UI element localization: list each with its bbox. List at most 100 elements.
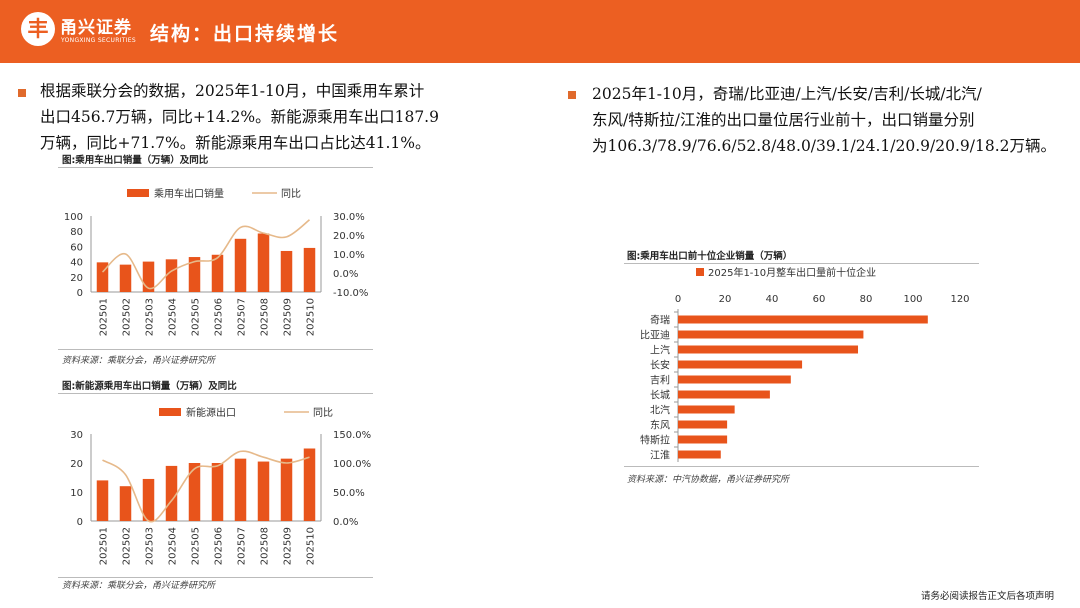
- legend-bar-swatch: [159, 408, 181, 416]
- left-line-1: 根据乘联分会的数据，2025年1-10月，中国乘用车累计: [40, 82, 425, 100]
- x-tick-label: 80: [860, 294, 873, 305]
- y-left-tick-label: 30: [70, 430, 83, 441]
- bar: [142, 478, 155, 521]
- x-tick-label: 202501: [99, 298, 110, 336]
- x-tick-label: 100: [903, 294, 922, 305]
- bar: [678, 450, 721, 459]
- x-tick-label: 202503: [145, 298, 156, 336]
- legend-line-label: 同比: [313, 407, 333, 419]
- x-tick-label: 202505: [191, 298, 202, 336]
- bar: [211, 254, 224, 292]
- chart1-top-rule: [58, 167, 373, 168]
- chart1-caption: 图:乘用车出口销量（万辆）及同比: [62, 155, 209, 166]
- y-left-tick-label: 100: [64, 212, 83, 223]
- y-left-tick-label: 0: [77, 288, 83, 299]
- y-tick-label: 东风: [650, 419, 670, 432]
- bullet-icon: [18, 89, 26, 97]
- x-tick-label: 202509: [283, 298, 294, 336]
- chart2-top-rule: [58, 393, 373, 394]
- page-title: 结构：出口持续增长: [150, 23, 340, 45]
- x-tick-label: 202510: [306, 298, 317, 336]
- y-tick-label: 特斯拉: [640, 434, 670, 447]
- right-line-3: 为106.3/78.9/76.6/52.8/48.0/39.1/24.1/20.…: [592, 137, 1056, 155]
- y-tick-label: 上汽: [650, 344, 670, 357]
- bar: [678, 435, 728, 444]
- x-tick-label: 120: [950, 294, 969, 305]
- y-right-tick-label: 30.0%: [333, 212, 365, 223]
- bar: [165, 259, 178, 292]
- left-line-2: 出口456.7万辆，同比+14.2%。新能源乘用车出口187.9: [40, 108, 439, 126]
- y-tick-label: 长城: [650, 390, 670, 402]
- bar: [96, 480, 109, 521]
- bar: [165, 465, 178, 521]
- legend-line-label: 同比: [281, 188, 301, 200]
- legend-bar-swatch: [127, 189, 149, 197]
- bar: [678, 315, 928, 324]
- bar: [142, 261, 155, 292]
- chart3-caption: 图:乘用车出口前十位企业销量（万辆）: [627, 251, 793, 262]
- y-tick-label: 长安: [650, 359, 670, 372]
- bar: [96, 262, 109, 292]
- chart1-export-volume: 乘用车出口销量 同比 0 20 40 60 80 100 -10.0% 0.0% 10.0% 20.0…: [64, 187, 368, 336]
- x-tick-label: 40: [766, 294, 779, 305]
- y-tick-label: 江淮: [650, 450, 670, 462]
- bar: [678, 405, 735, 414]
- x-tick-label: 20: [719, 294, 732, 305]
- footer-disclaimer: 请务必阅读报告正文后各项声明: [920, 591, 1054, 602]
- x-tick-label: 202504: [168, 298, 179, 336]
- y-left-tick-label: 40: [70, 258, 83, 269]
- x-tick-label: 0: [675, 294, 681, 305]
- right-paragraph: 2025年1-10月，奇瑞/比亚迪/上汽/长安/吉利/长城/北汽/ 东风/特斯拉…: [592, 81, 1062, 159]
- bar: [303, 247, 316, 292]
- bar: [188, 257, 201, 292]
- x-tick-label: 202507: [237, 527, 248, 565]
- series-line-yoy: [101, 219, 310, 290]
- bar: [303, 448, 316, 521]
- bullet-icon: [568, 91, 576, 99]
- x-tick-label: 202502: [122, 298, 133, 336]
- header-bar: 丰 甬兴证券 YONGXING SECURITIES 结构：出口持续增长: [0, 0, 1080, 63]
- legend-bar-label: 新能源出口: [186, 406, 236, 419]
- bar: [234, 458, 247, 521]
- y-right-tick-label: 50.0%: [333, 488, 365, 499]
- y-left-tick-label: 80: [70, 227, 83, 238]
- series-line-yoy: [102, 450, 310, 523]
- chart3-top-rule: [624, 263, 979, 264]
- bar: [257, 233, 270, 292]
- bar: [119, 486, 132, 521]
- x-tick-label: 60: [813, 294, 826, 305]
- bar: [119, 264, 132, 292]
- y-right-tick-label: -10.0%: [333, 288, 368, 299]
- y-right-tick-label: 100.0%: [333, 459, 371, 470]
- x-tick-label: 202508: [260, 298, 271, 336]
- y-tick-label: 比亚迪: [640, 330, 670, 342]
- left-line-3: 万辆，同比+71.7%。新能源乘用车出口占比达41.1%。: [40, 134, 431, 152]
- bar: [234, 238, 247, 292]
- left-paragraph: 根据乘联分会的数据，2025年1-10月，中国乘用车累计 出口456.7万辆，同…: [40, 78, 510, 156]
- bar: [678, 330, 864, 339]
- x-tick-label: 202506: [214, 527, 225, 565]
- chart1-source: 资料来源：乘联分会，甬兴证券研究所: [62, 356, 216, 366]
- y-right-tick-label: 150.0%: [333, 430, 371, 441]
- right-line-1: 2025年1-10月，奇瑞/比亚迪/上汽/长安/吉利/长城/北汽/: [592, 85, 982, 103]
- bar: [678, 390, 770, 399]
- chart3-top10-companies: 2025年1-10月整车出口量前十位企业 0 20 40 60 80 100 120 奇瑞比亚迪…: [640, 266, 970, 462]
- legend-bar-label: 2025年1-10月整车出口量前十位企业: [708, 266, 876, 279]
- y-right-tick-label: 0.0%: [333, 517, 358, 528]
- x-tick-label: 202509: [283, 527, 294, 565]
- bar: [280, 458, 293, 521]
- chart2-caption: 图:新能源乘用车出口销量（万辆）及同比: [62, 381, 237, 392]
- chart3-bottom-rule: [624, 466, 979, 467]
- y-left-tick-label: 10: [70, 488, 83, 499]
- chart2-bottom-rule: [58, 577, 373, 578]
- x-tick-label: 202502: [122, 527, 133, 565]
- logo-text: 甬兴证券: [60, 18, 132, 38]
- y-right-tick-label: 0.0%: [333, 269, 358, 280]
- bar: [280, 250, 293, 292]
- x-tick-label: 202505: [191, 527, 202, 565]
- bar: [678, 360, 803, 369]
- y-tick-label: 奇瑞: [650, 314, 670, 327]
- x-tick-label: 202504: [168, 527, 179, 565]
- bar: [257, 461, 270, 521]
- y-left-tick-label: 0: [77, 517, 83, 528]
